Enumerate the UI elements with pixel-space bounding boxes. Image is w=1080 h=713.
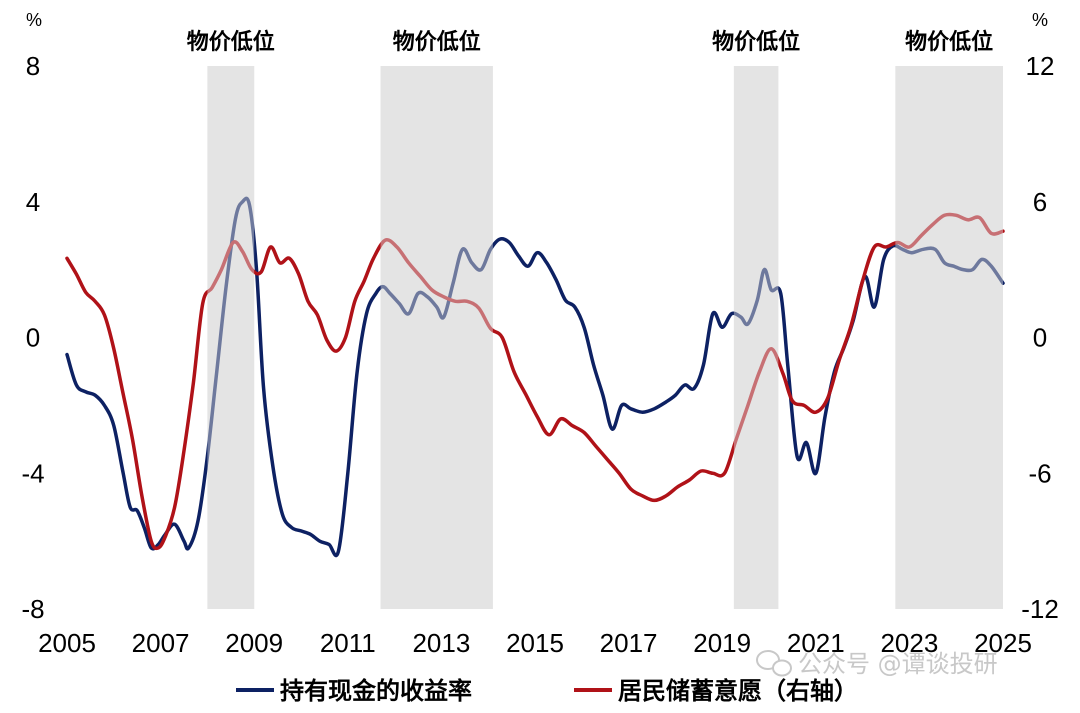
shaded-region-0 <box>207 66 255 609</box>
shaded-region-3 <box>895 66 1003 609</box>
shaded-region-overlay-0 <box>207 66 255 609</box>
x-tick-label: 2019 <box>693 628 751 658</box>
shaded-region-label-1: 物价低位 <box>393 29 481 55</box>
right-y-axis: % 12 6 0 -6 -12 <box>1021 10 1059 624</box>
left-y-tick-label: -4 <box>21 458 44 488</box>
left-y-tick-label: 8 <box>26 51 40 81</box>
legend-label-savings-willingness: 居民储蓄意愿（右轴） <box>618 677 858 705</box>
shaded-region-label-3: 物价低位 <box>905 29 993 55</box>
shaded-region-2 <box>733 66 779 609</box>
shaded-region-1 <box>380 66 493 609</box>
right-y-tick-label: -12 <box>1021 594 1059 624</box>
left-y-tick-label: -8 <box>21 594 44 624</box>
shaded-region-overlay-3 <box>895 66 1003 609</box>
shaded-region-overlay-1 <box>380 66 493 609</box>
watermark: 公众号 @谭谈投研 <box>756 650 998 678</box>
legend: 持有现金的收益率 居民储蓄意愿（右轴） <box>236 677 858 705</box>
x-tick-label: 2011 <box>320 628 376 658</box>
legend-label-cash-yield: 持有现金的收益率 <box>280 677 472 705</box>
x-axis: 2005 2007 2009 2011 2013 2015 2017 2019 2021 2023… <box>38 628 1032 658</box>
left-y-axis: % 8 4 0 -4 -8 <box>21 10 44 624</box>
watermark-text: 公众号 @谭谈投研 <box>798 650 998 678</box>
wechat-icon <box>756 650 792 677</box>
shaded-regions: 物价低位 物价低位 物价低位 物价低位 <box>187 29 1003 609</box>
right-y-tick-label: 0 <box>1033 323 1047 353</box>
shaded-region-label-2: 物价低位 <box>712 29 800 55</box>
right-y-tick-label: 6 <box>1033 187 1047 217</box>
shaded-region-label-0: 物价低位 <box>187 29 275 55</box>
x-tick-label: 2017 <box>600 628 658 658</box>
left-y-tick-label: 0 <box>26 323 40 353</box>
x-tick-label: 2015 <box>506 628 564 658</box>
series-lines <box>65 66 1005 609</box>
right-y-tick-label: 12 <box>1026 51 1055 81</box>
x-tick-label: 2007 <box>132 628 190 658</box>
x-tick-label: 2005 <box>38 628 96 658</box>
right-axis-unit: % <box>1032 10 1048 30</box>
right-y-tick-label: -6 <box>1028 458 1051 488</box>
x-tick-label: 2021 <box>787 628 845 658</box>
x-tick-label: 2023 <box>880 628 938 658</box>
shaded-region-overlay-2 <box>733 66 779 609</box>
x-tick-label: 2025 <box>974 628 1032 658</box>
x-tick-label: 2013 <box>412 628 470 658</box>
left-axis-unit: % <box>26 10 42 30</box>
x-tick-label: 2009 <box>225 628 283 658</box>
left-y-tick-label: 4 <box>26 187 40 217</box>
line-savings-willingness <box>65 212 1005 551</box>
